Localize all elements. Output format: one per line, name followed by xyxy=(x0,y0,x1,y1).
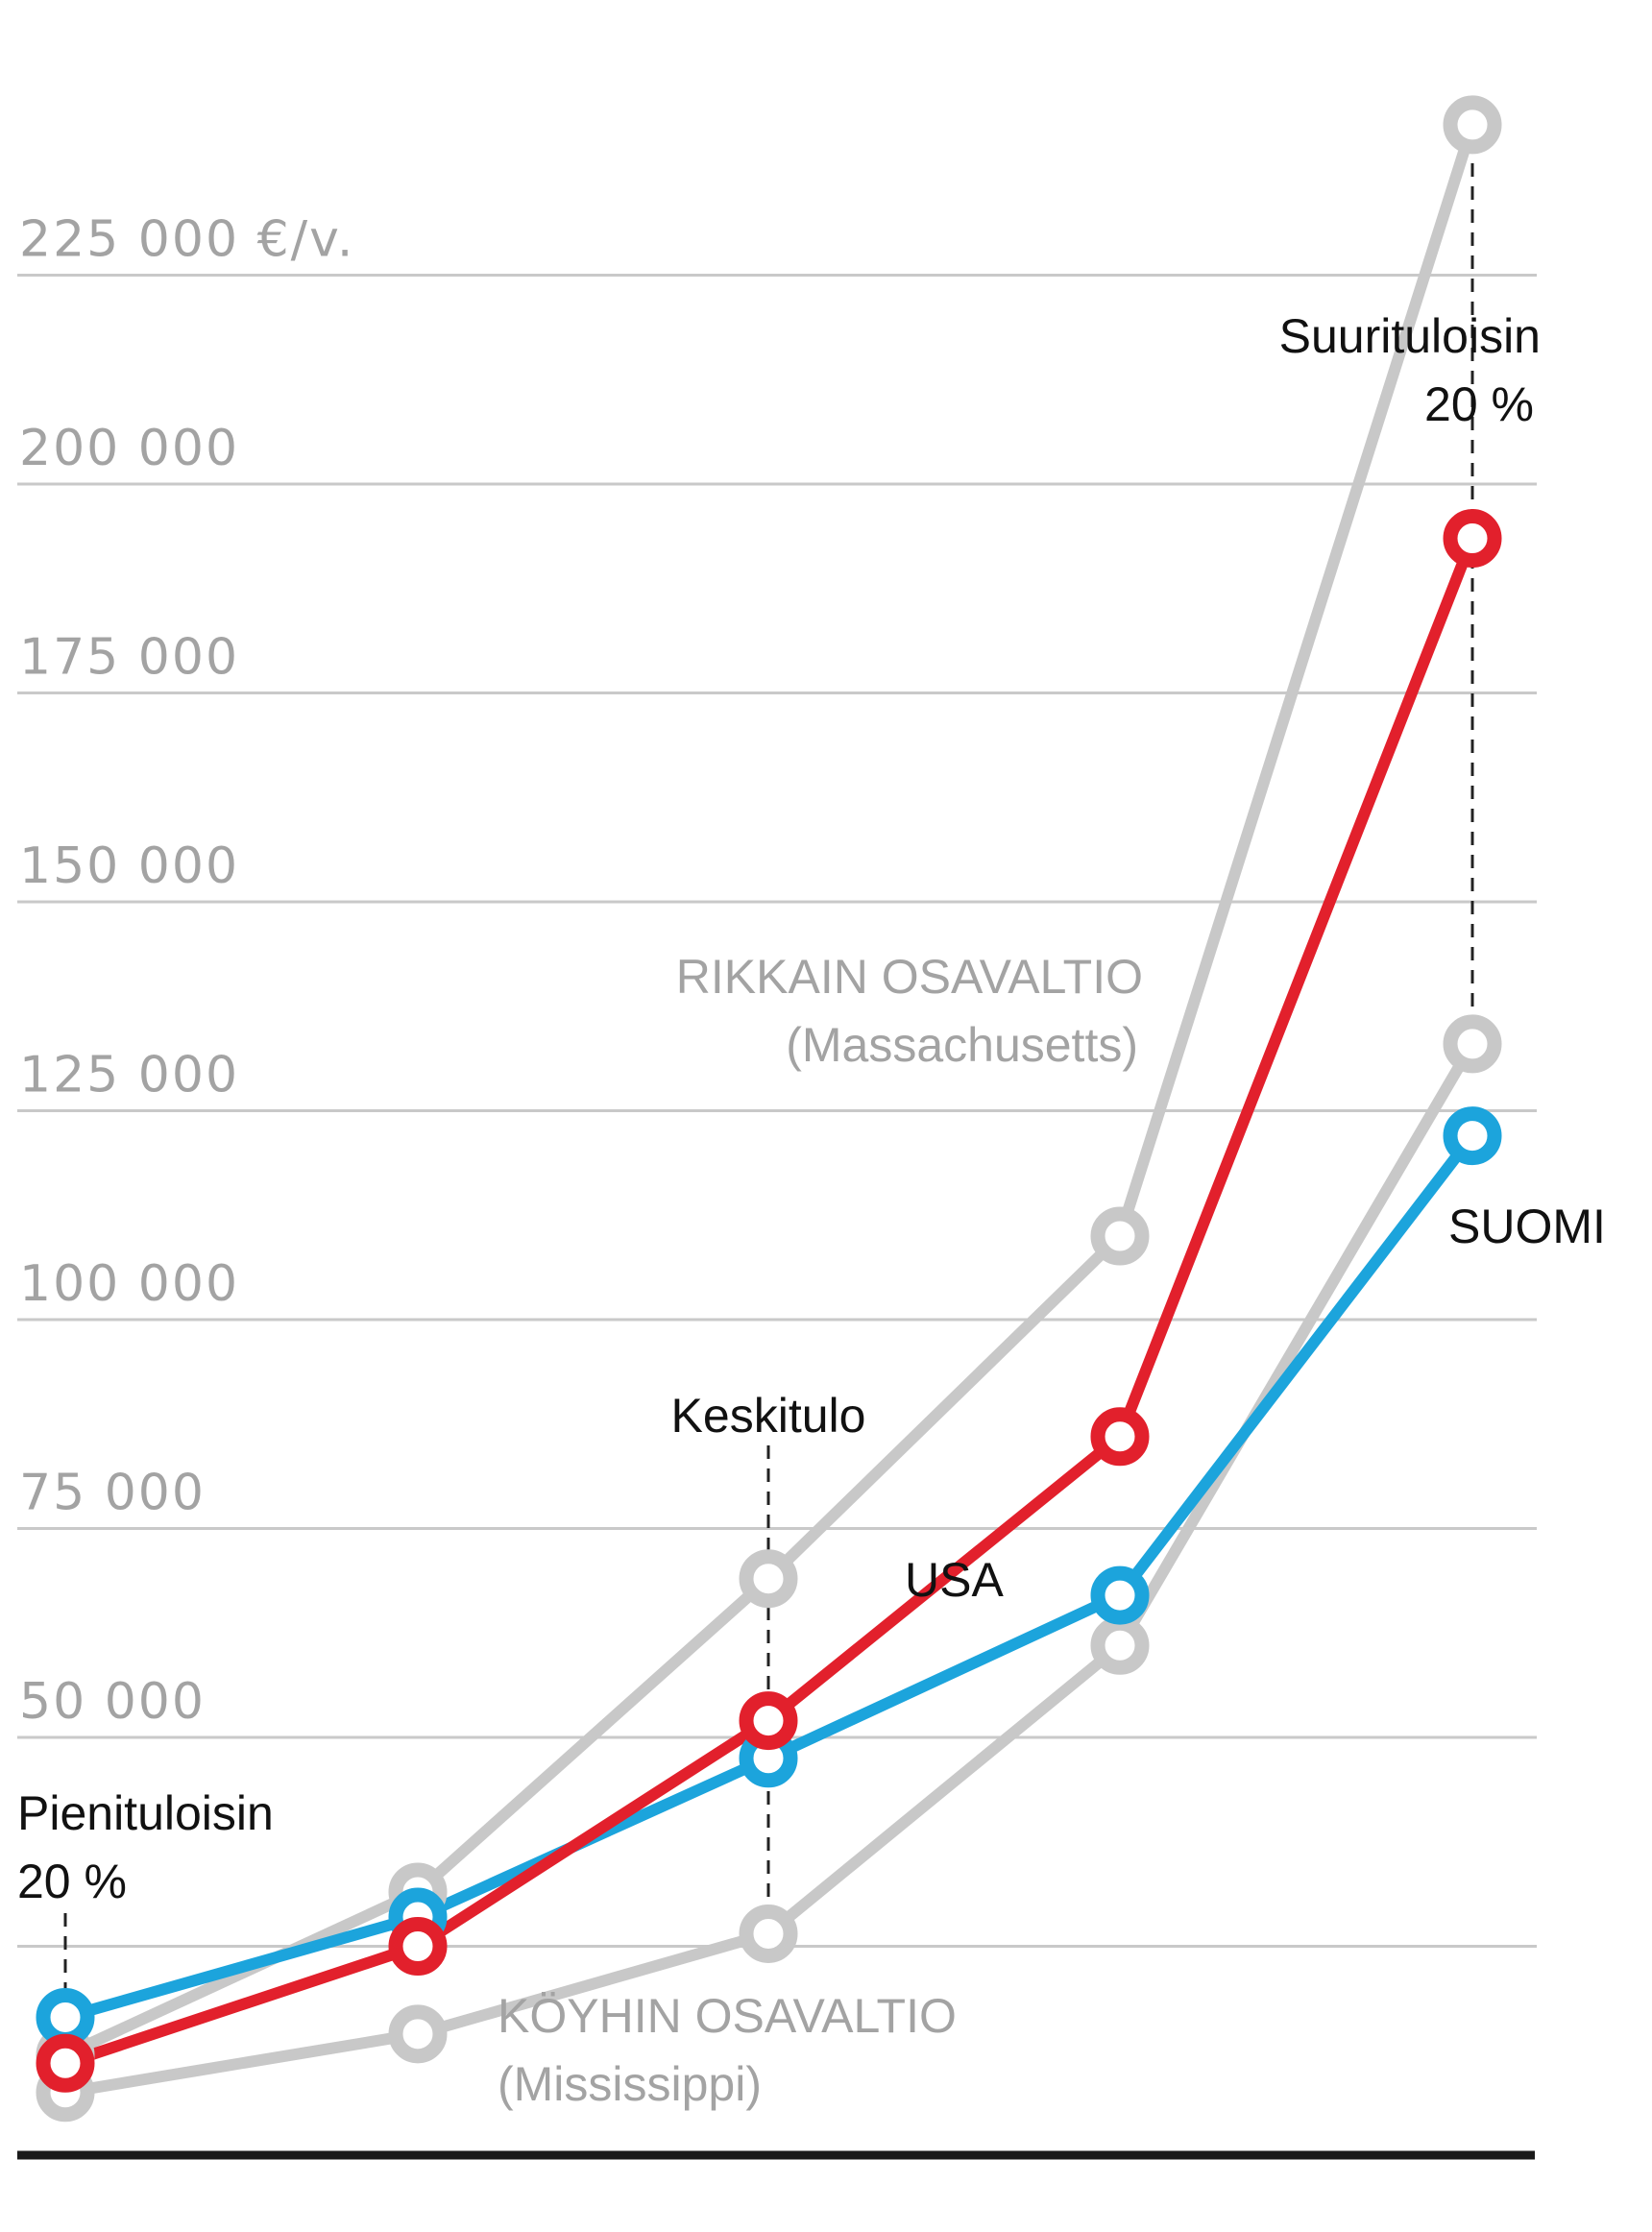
point-suomi-3 xyxy=(1090,1565,1150,1625)
point-k-yhin-osavaltio-mississippi-2 xyxy=(739,1904,798,1963)
y-tick-label-150000: 150 000 xyxy=(19,837,239,895)
segment-rikkain-osavaltio-massachusetts-1 xyxy=(412,1572,774,1898)
segment-k-yhin-osavaltio-mississippi-3 xyxy=(1114,1037,1478,1652)
series-points xyxy=(36,95,1502,2123)
segment-k-yhin-osavaltio-mississippi-1 xyxy=(412,1928,774,2040)
segment-usa-2 xyxy=(763,1430,1126,1727)
point-usa-1 xyxy=(388,1917,448,1976)
point-k-yhin-osavaltio-mississippi-1 xyxy=(388,2004,448,2064)
segment-usa-1 xyxy=(412,1714,774,1953)
segment-suomi-2 xyxy=(763,1589,1126,1764)
segment-k-yhin-osavaltio-mississippi-0 xyxy=(60,2027,424,2099)
series-line-rikkain-osavaltio-massachusetts xyxy=(60,118,1478,2061)
label-richest-state: RIKKAIN OSAVALTIO xyxy=(676,950,1143,1004)
label-suomi: SUOMI xyxy=(1448,1200,1606,1253)
segment-suomi-0 xyxy=(60,1911,424,2024)
label-richest-state-name: (Massachusetts) xyxy=(786,1018,1138,1072)
point-rikkain-osavaltio-massachusetts-4 xyxy=(1443,95,1502,155)
segment-usa-0 xyxy=(60,1940,424,2070)
label-low-income: Pienituloisin xyxy=(17,1786,274,1840)
series-line-k-yhin-osavaltio-mississippi xyxy=(60,1037,1478,2099)
series-points-k-yhin-osavaltio-mississippi xyxy=(36,1014,1502,2123)
y-tick-label-125000: 125 000 xyxy=(19,1047,239,1104)
label-median: Keskitulo xyxy=(671,1389,866,1443)
series-line-usa xyxy=(60,532,1478,2070)
point-suomi-0 xyxy=(36,1987,95,2047)
y-tick-label-50000: 50 000 xyxy=(19,1673,206,1731)
label-top-income: Suurituloisin xyxy=(1279,309,1541,363)
label-top-income-pct: 20 % xyxy=(1424,377,1534,431)
annotations: Pienituloisin 20 % Keskitulo Suuritulois… xyxy=(17,309,1606,2111)
guide-dashes xyxy=(63,163,1474,1989)
point-rikkain-osavaltio-massachusetts-3 xyxy=(1090,1206,1150,1266)
point-k-yhin-osavaltio-mississippi-3 xyxy=(1090,1615,1150,1675)
point-usa-3 xyxy=(1090,1407,1150,1467)
point-suomi-4 xyxy=(1443,1106,1502,1166)
segment-usa-3 xyxy=(1114,532,1478,1443)
point-rikkain-osavaltio-massachusetts-2 xyxy=(739,1549,798,1609)
segment-rikkain-osavaltio-massachusetts-0 xyxy=(60,1885,424,2061)
label-poorest-state: KÖYHIN OSAVALTIO xyxy=(498,1989,957,2043)
segment-k-yhin-osavaltio-mississippi-2 xyxy=(763,1639,1126,1940)
segment-rikkain-osavaltio-massachusetts-3 xyxy=(1114,118,1478,1242)
y-tick-label-75000: 75 000 xyxy=(19,1465,206,1522)
point-usa-0 xyxy=(36,2033,95,2093)
label-poorest-state-name: (Mississippi) xyxy=(498,2057,762,2111)
label-usa: USA xyxy=(905,1553,1004,1607)
y-tick-labels: 50 000 75 000 100 000 125 000 150 000 175 000… xyxy=(19,211,354,1732)
point-k-yhin-osavaltio-mississippi-4 xyxy=(1443,1014,1502,1074)
point-usa-2 xyxy=(739,1691,798,1751)
series-lines xyxy=(60,118,1478,2099)
y-tick-label-200000: 200 000 xyxy=(19,420,239,477)
label-low-income-pct: 20 % xyxy=(17,1855,127,1908)
segment-suomi-3 xyxy=(1114,1129,1478,1602)
segment-rikkain-osavaltio-massachusetts-2 xyxy=(763,1230,1126,1585)
y-tick-label-100000: 100 000 xyxy=(19,1255,239,1313)
y-tick-label-175000: 175 000 xyxy=(19,629,239,687)
point-usa-4 xyxy=(1443,509,1502,569)
grid-lines xyxy=(17,274,1537,1948)
y-tick-label-225000: 225 000 €/v. xyxy=(19,211,354,269)
series-points-usa xyxy=(36,509,1502,2093)
